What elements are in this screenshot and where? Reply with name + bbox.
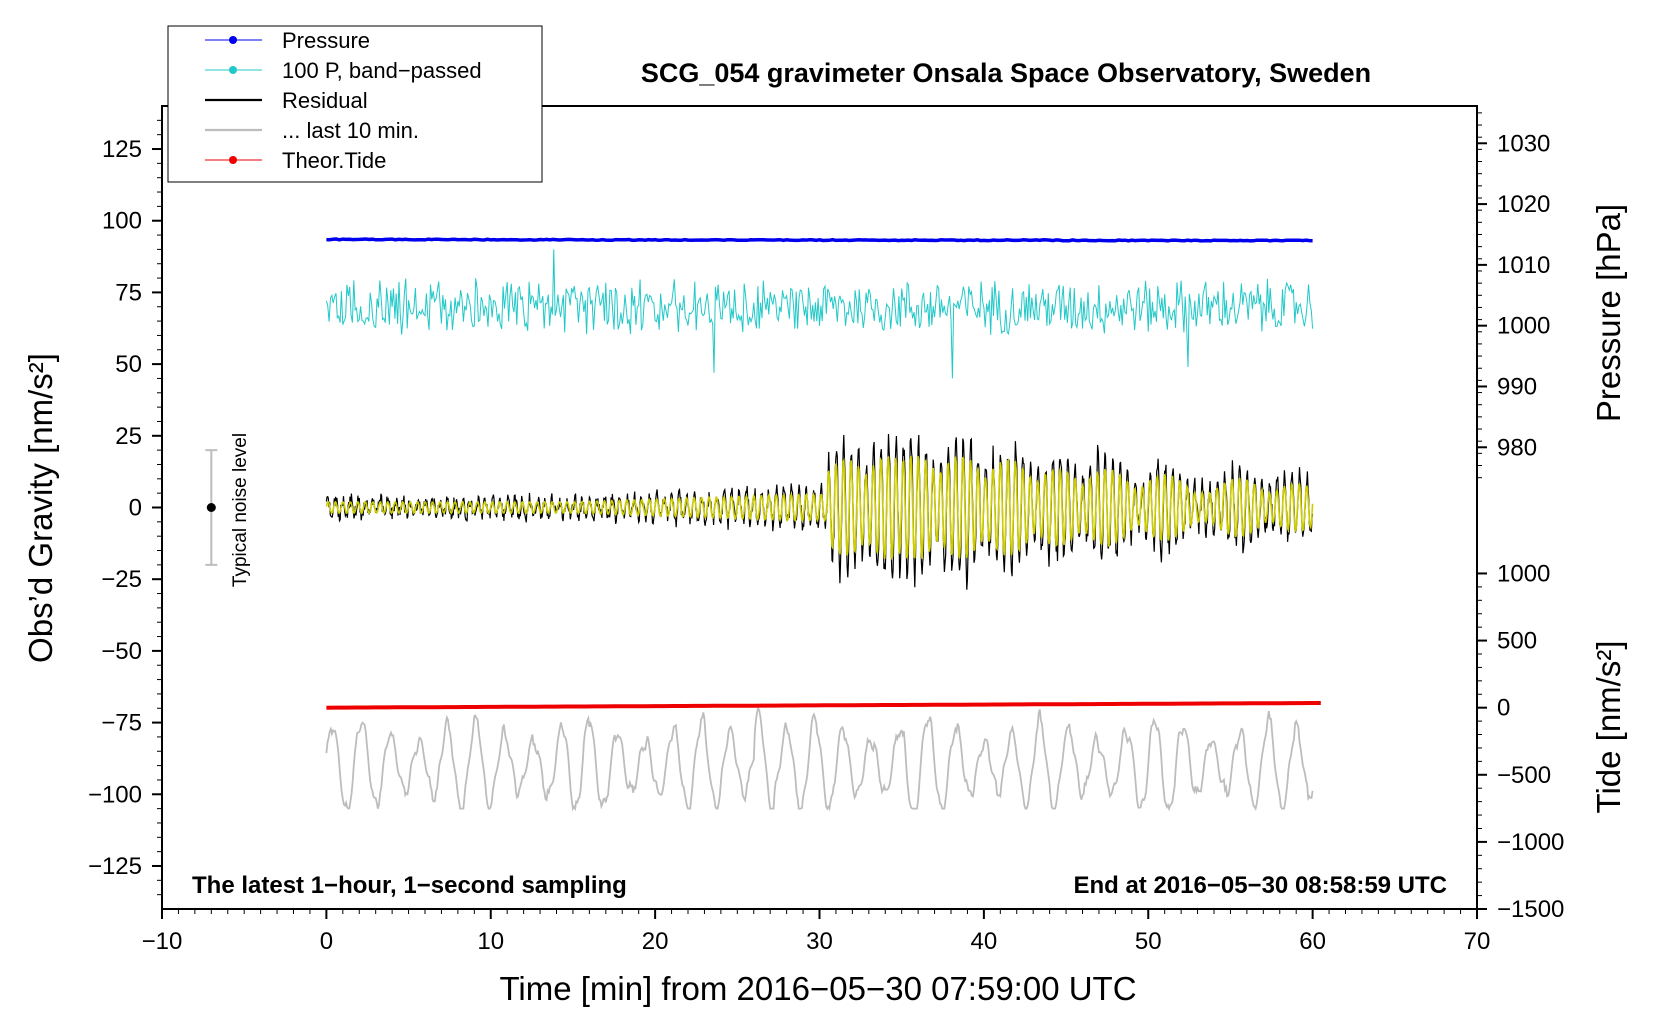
x-tick-label: 20 [642,928,669,955]
x-tick-label: 50 [1135,928,1162,955]
tide-tick-label: −1000 [1497,829,1564,856]
y-tick-label: −25 [101,566,142,593]
tide-tick-label: 500 [1497,628,1537,655]
y-tick-label: 25 [115,423,142,450]
tide-tick-label: 0 [1497,695,1510,722]
legend-label: Residual [282,88,368,113]
x-axis-title: Time [min] from 2016−05−30 07:59:00 UTC [499,970,1136,1007]
x-tick-label: 30 [806,928,833,955]
chart-title: SCG_054 gravimeter Onsala Space Observat… [641,58,1371,88]
axis-ticks: −10 0 10 20 30 40 50 60 701251007550250−25−50−75… [88,112,1564,955]
annotation-end-time: End at 2016−05−30 08:58:59 UTC [1073,872,1447,899]
x-tick-label: 70 [1464,928,1491,955]
y-tick-label: −50 [101,638,142,665]
series-pressure [326,237,1313,243]
y-tick-label: −125 [88,853,142,880]
tide-tick-label: −500 [1497,762,1551,789]
noise-level-marker [205,449,218,566]
legend-label: Pressure [282,28,370,53]
y-tick-label: 0 [129,495,142,522]
series-layer [325,237,1321,812]
legend-marker [229,66,237,74]
x-tick-label: 40 [971,928,998,955]
right-axis-title-pressure: Pressure [hPa] [1590,204,1627,422]
legend-label: 100 P, band−passed [282,58,482,83]
x-tick-label: 0 [320,928,333,955]
series-theoretical-tide [326,701,1321,710]
pressure-tick-label: 990 [1497,373,1537,400]
noise-center-dot [206,503,216,512]
right-axis-title-tide: Tide [nm/s²] [1590,641,1627,814]
legend-marker [229,156,237,164]
legend-label: Theor.Tide [282,148,386,173]
noise-level-label: Typical noise level [230,433,251,587]
y-tick-label: 100 [102,208,142,235]
y-tick-label: 125 [102,136,142,163]
tide-tick-label: −1500 [1497,896,1564,923]
y-tick-label: 75 [115,279,142,306]
annotation-sampling: The latest 1−hour, 1−second sampling [192,872,627,899]
legend-marker [229,36,237,44]
y-tick-label: −75 [101,710,142,737]
y-tick-label: −100 [88,781,142,808]
legend: Pressure 100 P, band−passed Residual ... la… [167,25,543,183]
pressure-tick-label: 1020 [1497,191,1550,218]
series-last-10-min [325,706,1314,812]
pressure-tick-label: 1010 [1497,252,1550,279]
x-tick-label: 60 [1299,928,1326,955]
y-tick-label: 50 [115,351,142,378]
pressure-tick-label: 980 [1497,434,1537,461]
x-tick-label: −10 [142,928,183,955]
pressure-tick-label: 1000 [1497,313,1550,340]
tide-tick-label: 1000 [1497,560,1550,587]
series-pressure-bandpassed [325,249,1314,379]
series-residual-bandpassed [325,455,1314,561]
y-axis-title: Obs’d Gravity [nm/s²] [22,353,59,663]
legend-box [167,25,543,183]
pressure-tick-label: 1030 [1497,130,1550,157]
legend-label: ... last 10 min. [282,118,419,143]
x-tick-label: 10 [477,928,504,955]
